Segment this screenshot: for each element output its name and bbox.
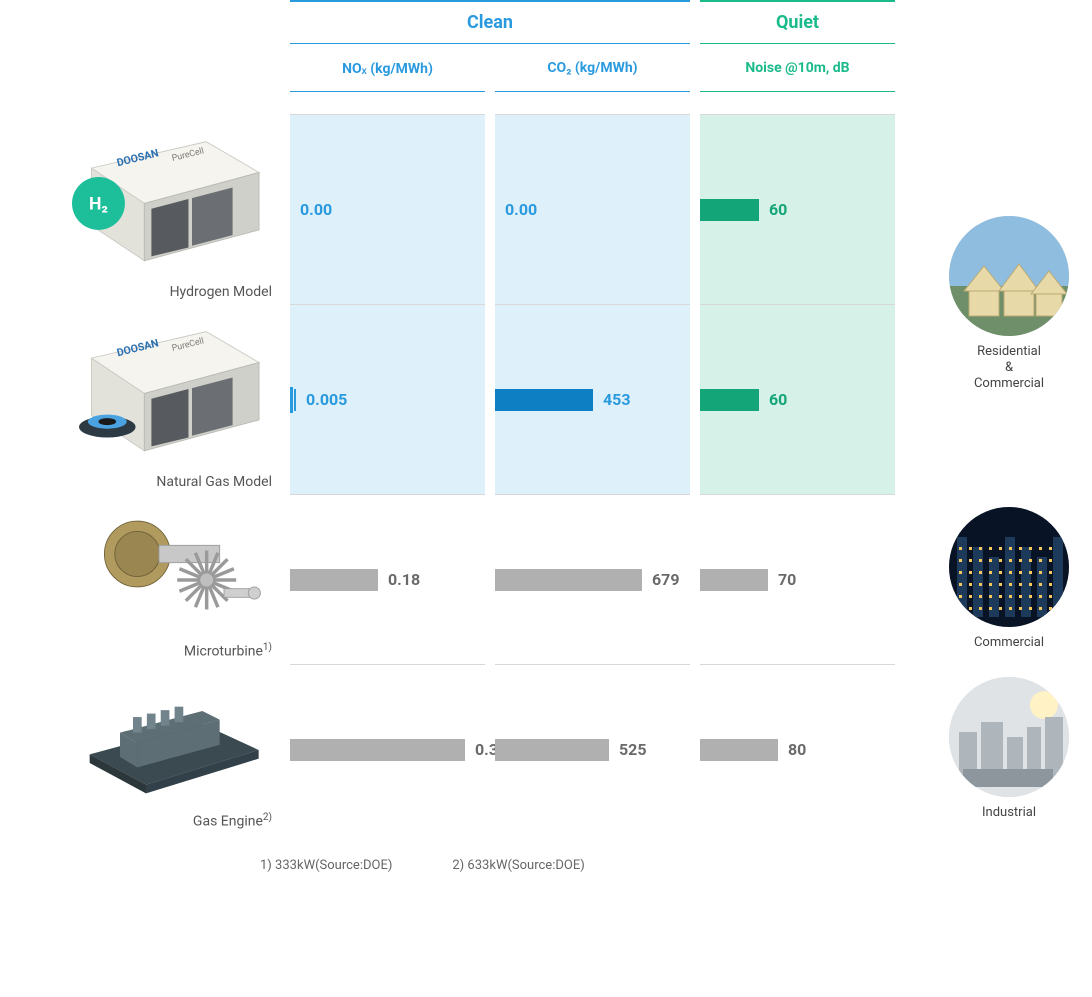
bar [495,389,593,411]
tech-label: Hydrogen Model [170,284,272,300]
bar [290,739,465,761]
header-clean: Clean [290,0,690,44]
application-residential: Residential&Commercial [905,114,1092,494]
subheader-noise: Noise @10m, dB [700,44,895,92]
cell-micro-co2: 679 [495,494,690,664]
bar-value: 453 [603,390,631,409]
application-industrial: Industrial [905,664,1092,834]
application-label: Commercial [974,635,1044,651]
cell-naturalgas-nox: 0.005 [290,304,485,494]
tech-hydrogen: DOOSAN PureCell H₂ Hydrogen Model [0,114,280,304]
tech-naturalgas: DOOSAN PureCell Natural Gas Model [0,304,280,494]
cell-naturalgas-co2: 453 [495,304,690,494]
application-label: Industrial [982,805,1036,821]
cell-hydrogen-nox: 0.00 [290,114,485,304]
tech-micro: Microturbine1) [0,494,280,664]
bar [700,389,759,411]
tech-label: Gas Engine2) [193,812,272,830]
bar-value: 60 [769,200,787,219]
bar [294,389,296,411]
subheader-nox: NOₓ (kg/MWh) [290,44,485,92]
tech-label: Natural Gas Model [156,474,272,490]
bar-value: 60 [769,390,787,409]
bar-value: 0.00 [300,200,332,219]
footnote-1: 1) 333kW(Source:DOE) [260,858,392,873]
bar-value: 70 [778,570,796,589]
tech-image [72,502,272,636]
tech-image: DOOSAN PureCell [52,314,272,468]
tech-label: Microturbine1) [184,642,272,660]
bar-value: 525 [619,740,647,759]
bar [700,199,759,221]
header-quiet: Quiet [700,0,895,44]
cell-micro-nox: 0.18 [290,494,485,664]
application-label: Residential&Commercial [974,344,1044,393]
cell-naturalgas-noise: 60 [700,304,895,494]
cell-gasengine-co2: 525 [495,664,690,834]
bar-value: 0.005 [306,390,347,409]
bar [495,739,609,761]
footnote-2: 2) 633kW(Source:DOE) [452,858,584,873]
tech-image: DOOSAN PureCell H₂ [52,124,272,278]
bar-value: 679 [652,570,680,589]
cell-gasengine-noise: 80 [700,664,895,834]
bar [700,569,768,591]
cell-hydrogen-noise: 60 [700,114,895,304]
bar-value: 0.18 [388,570,420,589]
tech-image [72,672,272,806]
application-commercial: Commercial [905,494,1092,664]
bar [700,739,778,761]
subheader-co2: CO₂ (kg/MWh) [495,44,690,92]
cell-gasengine-nox: 0.36 [290,664,485,834]
bar-value: 0.00 [505,200,537,219]
cell-micro-noise: 70 [700,494,895,664]
svg-text:H₂: H₂ [89,195,108,215]
bar-value: 80 [788,740,806,759]
footnotes: 1) 333kW(Source:DOE) 2) 633kW(Source:DOE… [260,858,1092,873]
tech-gasengine: Gas Engine2) [0,664,280,834]
bar [495,569,642,591]
bar [290,569,378,591]
cell-hydrogen-co2: 0.00 [495,114,690,304]
